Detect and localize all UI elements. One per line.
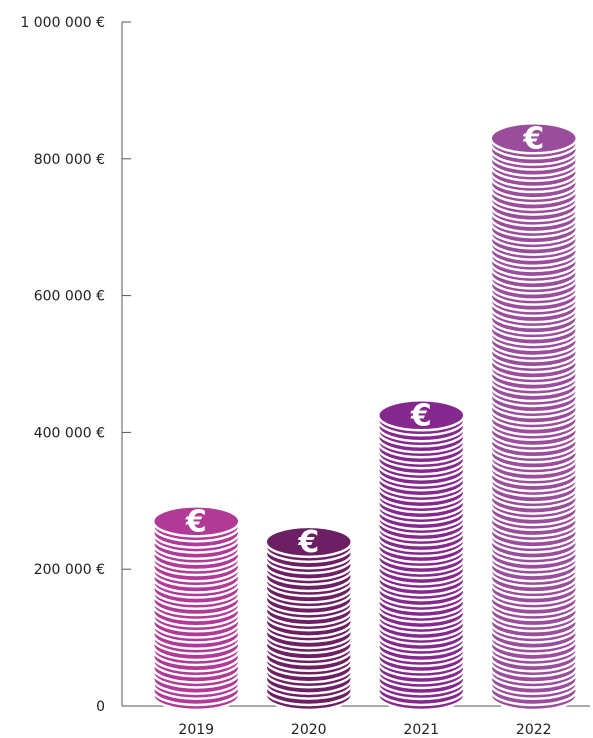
x-axis-labels: 2019 2020 2021 2022 bbox=[178, 722, 551, 738]
coin-stack-2019: € bbox=[152, 504, 241, 712]
x-tick-label: 2020 bbox=[291, 722, 327, 738]
y-tick-label: 400 000 € bbox=[34, 425, 105, 441]
euro-icon: € bbox=[185, 504, 207, 539]
coin-stack-2020: € bbox=[264, 525, 353, 712]
x-tick-label: 2021 bbox=[403, 722, 439, 738]
coin bbox=[377, 399, 466, 432]
coin bbox=[264, 525, 353, 559]
coin-stack-2022: € bbox=[489, 121, 578, 712]
y-tick-label: 1 000 000 € bbox=[20, 15, 105, 31]
y-tick-label: 0 bbox=[96, 699, 105, 715]
euro-icon: € bbox=[522, 121, 544, 156]
x-tick-label: 2022 bbox=[516, 722, 552, 738]
coin bbox=[152, 505, 241, 538]
y-tick-label: 800 000 € bbox=[34, 152, 105, 168]
coin bbox=[489, 122, 578, 155]
euro-icon: € bbox=[410, 398, 432, 433]
y-tick-label: 200 000 € bbox=[34, 562, 105, 578]
y-tick-label: 600 000 € bbox=[34, 289, 105, 305]
euro-icon: € bbox=[297, 525, 319, 560]
coin-stack-2021: € bbox=[377, 398, 466, 712]
coin-stacks: € € € € bbox=[152, 121, 578, 712]
y-axis-ticks: 0 200 000 € 400 000 € 600 000 € 800 000 € 1 0… bbox=[20, 15, 131, 715]
x-tick-label: 2019 bbox=[178, 722, 214, 738]
